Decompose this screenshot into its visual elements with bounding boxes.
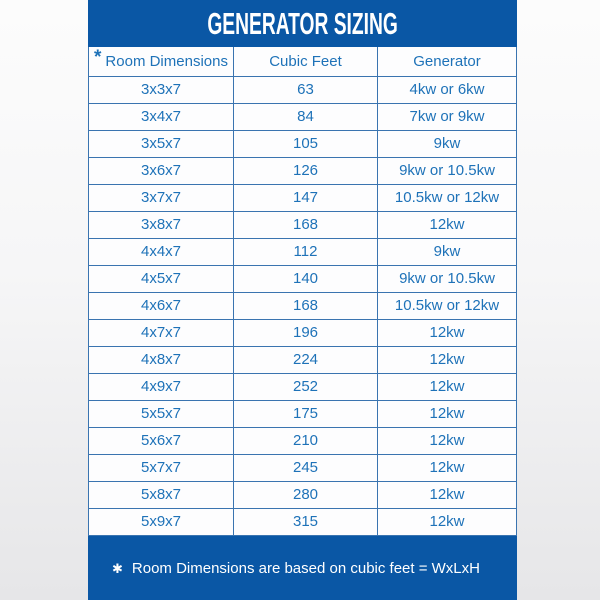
table-row: 3x5x7 105 9kw [89,130,516,158]
footnote-marker-icon: ✱ [112,560,123,576]
table-cell-room-dimensions: 4x4x7 [89,238,234,265]
table-cell-cubic-feet: 224 [234,346,378,373]
table-cell-cubic-feet: 84 [234,103,378,130]
table-cell-generator: 12kw [429,324,465,342]
table-cell-cubic-feet: 196 [234,319,378,346]
table-row: 4x6x7 168 10.5kw or 12kw [89,292,516,320]
table-cell-generator: 10.5kw or 12kw [394,297,500,315]
table-cell-room-dimensions: 3x3x7 [89,76,234,103]
table-cell-room-dimensions: 3x6x7 [89,157,234,184]
table-cell-cubic-feet: 175 [234,400,378,427]
table-cell-room-dimensions: 4x7x7 [89,319,234,346]
footnote-band: ✱ Room Dimensions are based on cubic fee… [88,536,517,600]
table-row: 5x5x7 175 12kw [89,400,516,428]
table-cell-cubic-feet: 280 [234,481,378,508]
table-row: 3x3x7 63 4kw or 6kw [89,76,516,104]
table-body: 3x3x7 63 4kw or 6kw 3x4x7 84 7kw or 9kw … [89,76,516,536]
sizing-table: * Room Dimensions Cubic Feet Generator 3… [88,47,517,536]
table-cell-room-dimensions: 3x5x7 [89,130,234,157]
table-row: 5x8x7 280 12kw [89,481,516,509]
table-cell-generator: 9kw [433,243,461,261]
table-row: 5x7x7 245 12kw [89,454,516,482]
column-header-room-dimensions: * Room Dimensions [89,47,234,76]
table-row: 3x4x7 84 7kw or 9kw [89,103,516,131]
table-cell-room-dimensions: 4x8x7 [89,346,234,373]
table-cell-room-dimensions: 4x6x7 [89,292,234,319]
table-row: 4x9x7 252 12kw [89,373,516,401]
table-cell-generator: 9kw or 10.5kw [399,162,495,180]
table-row: 4x7x7 196 12kw [89,319,516,347]
table-cell-cubic-feet: 105 [234,130,378,157]
table-row: 4x5x7 140 9kw or 10.5kw [89,265,516,293]
table-cell-room-dimensions: 4x5x7 [89,265,234,292]
table-cell-cubic-feet: 63 [234,76,378,103]
table-cell-generator: 12kw [429,405,465,423]
table-cell-generator: 12kw [429,378,465,396]
table-row: 5x6x7 210 12kw [89,427,516,455]
table-cell-generator: 12kw [429,351,465,369]
table-cell-cubic-feet: 147 [234,184,378,211]
column-header-label: Room Dimensions [105,52,228,70]
table-cell-cubic-feet: 245 [234,454,378,481]
table-row: 3x7x7 147 10.5kw or 12kw [89,184,516,212]
table-cell-cubic-feet: 140 [234,265,378,292]
table-row: 4x4x7 112 9kw [89,238,516,266]
table-cell-cubic-feet: 315 [234,508,378,535]
table-cell-room-dimensions: 5x8x7 [89,481,234,508]
table-cell-cubic-feet: 252 [234,373,378,400]
table-cell-generator: 10.5kw or 12kw [394,189,500,207]
title-band: GENERATOR SIZING [88,0,517,47]
table-row: 5x9x7 315 12kw [89,508,516,536]
table-cell-generator: 12kw [429,432,465,450]
table-cell-room-dimensions: 3x8x7 [89,211,234,238]
table-cell-room-dimensions: 5x6x7 [89,427,234,454]
table-cell-generator: 12kw [429,486,465,504]
table-cell-generator: 9kw [433,135,461,153]
table-cell-room-dimensions: 3x7x7 [89,184,234,211]
footnote: ✱ Room Dimensions are based on cubic fee… [112,560,480,577]
table-cell-room-dimensions: 3x4x7 [89,103,234,130]
table-cell-generator: 7kw or 9kw [409,108,485,126]
table-cell-generator: 12kw [429,216,465,234]
column-header-label: Cubic Feet [269,52,342,70]
table-cell-cubic-feet: 126 [234,157,378,184]
table-cell-room-dimensions: 5x7x7 [89,454,234,481]
table-cell-generator: 12kw [429,459,465,477]
table-cell-cubic-feet: 112 [234,238,378,265]
table-cell-cubic-feet: 168 [234,211,378,238]
column-header-cubic-feet: Cubic Feet [234,47,378,76]
table-cell-room-dimensions: 4x9x7 [89,373,234,400]
table-header-row: * Room Dimensions Cubic Feet Generator [89,47,516,77]
table-row: 4x8x7 224 12kw [89,346,516,374]
table-row: 3x8x7 168 12kw [89,211,516,239]
table-row: 3x6x7 126 9kw or 10.5kw [89,157,516,185]
table-cell-room-dimensions: 5x9x7 [89,508,234,535]
table-cell-room-dimensions: 5x5x7 [89,400,234,427]
footnote-marker-icon: * [94,46,102,68]
column-header-generator: Generator [378,47,516,76]
page-title: GENERATOR SIZING [207,6,398,41]
footnote-text: Room Dimensions are based on cubic feet … [131,559,480,577]
table-cell-cubic-feet: 168 [234,292,378,319]
column-header-label: Generator [413,52,481,70]
table-cell-generator: 9kw or 10.5kw [399,270,495,288]
table-cell-generator: 12kw [429,513,465,531]
generator-sizing-panel: GENERATOR SIZING * Room Dimensions Cubic… [88,0,517,600]
table-cell-cubic-feet: 210 [234,427,378,454]
table-cell-generator: 4kw or 6kw [409,81,485,99]
